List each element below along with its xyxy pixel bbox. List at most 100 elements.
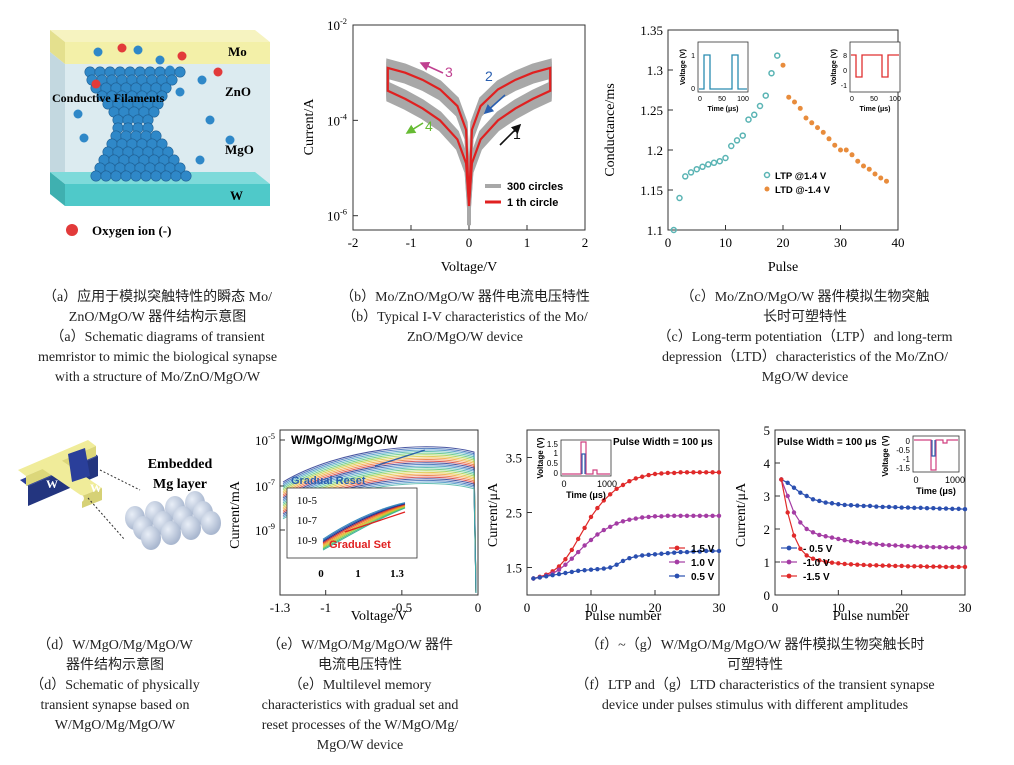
ltd-point: [792, 99, 797, 105]
f-point: [691, 549, 696, 554]
ltp-point: [722, 154, 729, 162]
g-point: [861, 562, 866, 568]
f-point: [576, 568, 581, 573]
g-point: [785, 510, 790, 515]
f-point: [544, 574, 549, 579]
caption-a: （a）应用于模拟突触特性的瞬态 Mo/ ZnO/MgO/W 器件结构示意图 （a…: [37, 290, 278, 385]
f-xtick: 20: [649, 600, 662, 615]
g-point: [874, 504, 879, 509]
set-curve: [322, 502, 406, 540]
d-label-mg-layer: Mg layer: [153, 477, 207, 492]
b-xtick: -1: [406, 235, 417, 250]
ltd-point: [786, 94, 792, 100]
e-xtick: 0: [475, 600, 482, 615]
f-point: [697, 549, 702, 554]
f-point: [582, 568, 587, 573]
g-point: [924, 544, 930, 550]
g-point: [880, 504, 885, 510]
reset-curve: [282, 462, 477, 594]
g-point: [956, 564, 961, 570]
g-point: [962, 507, 968, 512]
f-ytick: 3.5: [506, 451, 522, 466]
f-point: [563, 557, 568, 562]
filament-atom: [90, 170, 102, 182]
g-point: [836, 536, 841, 542]
svg-text:0: 0: [691, 86, 695, 93]
set-curve: [322, 502, 406, 541]
c-ytick: 1.2: [647, 143, 663, 158]
f-point: [716, 548, 722, 554]
panel-e-multilevel-chart: -1.3 -1 -0.5 0 10-5 10-7 10-9 W/MgO/Mg/MgO/W G…: [228, 429, 482, 624]
svg-text:50: 50: [870, 96, 878, 103]
g-point: [842, 502, 847, 508]
g-point: [861, 503, 866, 509]
reset-curve: [282, 460, 477, 594]
g-point: [855, 562, 860, 567]
e-xtick: -0.5: [392, 600, 413, 615]
svg-text:Time (μs): Time (μs): [916, 486, 956, 496]
g-point: [893, 563, 898, 569]
g-point: [848, 503, 854, 508]
arrow-label: 1: [513, 126, 521, 142]
sweep-arrow: [483, 94, 506, 115]
g-point: [924, 506, 930, 511]
g-point: [861, 540, 866, 546]
g-point: [899, 543, 904, 549]
f-point: [710, 513, 715, 518]
f-point: [640, 474, 645, 479]
f-point: [595, 505, 600, 511]
f-point: [556, 564, 562, 569]
set-curve: [322, 503, 406, 543]
ltp-point: [705, 161, 712, 168]
c-inset-right: 8 0 -1 0 50 100 Time (μs) Voltage (V): [831, 41, 901, 113]
b-ylabel: Current/A: [302, 98, 317, 156]
f-point: [704, 513, 709, 518]
set-curve: [322, 507, 406, 551]
svg-text:1: 1: [554, 449, 559, 458]
g-point: [804, 493, 809, 499]
f-legend-label: 0.5 V: [691, 572, 715, 583]
g-point: [810, 497, 816, 502]
ltp-point: [728, 142, 735, 150]
filament-atom: [166, 74, 178, 86]
g-point: [950, 564, 955, 570]
svg-text:0: 0: [913, 475, 918, 485]
f-point: [582, 525, 587, 531]
svg-text:Voltage (V): Voltage (V): [831, 49, 838, 85]
f-xtick: 10: [585, 600, 598, 615]
g-point: [899, 505, 904, 510]
c-ylabel: Conductance/ms: [603, 83, 618, 176]
f-point: [640, 515, 645, 520]
caption-b: （b）Mo/ZnO/MgO/W 器件电流电压特性 （b）Typical I-V …: [340, 290, 590, 345]
e-set: Gradual Set: [329, 539, 391, 551]
oxygen-ion-icon: [66, 224, 78, 236]
f-point: [678, 513, 683, 518]
g-legend-label: -1.5 V: [803, 572, 830, 583]
f-point: [646, 472, 651, 478]
g-point: [829, 501, 835, 506]
free-atom: [73, 109, 83, 119]
ltp-point: [762, 92, 769, 99]
g-ytick: 4: [764, 456, 771, 471]
f-point: [659, 471, 664, 476]
f-point: [678, 549, 683, 555]
g-point: [867, 563, 873, 568]
svg-text:0: 0: [318, 568, 324, 580]
f-point: [608, 565, 613, 570]
f-point: [704, 470, 709, 475]
svg-text:Voltage (V): Voltage (V): [536, 437, 545, 479]
ltd-point: [878, 175, 884, 181]
g-point: [886, 504, 892, 510]
g-point: [791, 510, 797, 515]
f-point: [627, 517, 632, 522]
sweep-arrow: [419, 61, 444, 74]
g-point: [912, 505, 917, 511]
g-point: [943, 564, 949, 570]
set-curve: [322, 504, 406, 545]
legend-300: 300 circles: [507, 181, 563, 193]
g-point: [937, 506, 942, 511]
f-inset: 1.5 1 0.5 0 0 1000 Time (μs) Voltage (V): [536, 437, 617, 500]
f-point: [531, 576, 536, 581]
g-point: [931, 544, 936, 550]
ltd-point: [855, 158, 861, 164]
